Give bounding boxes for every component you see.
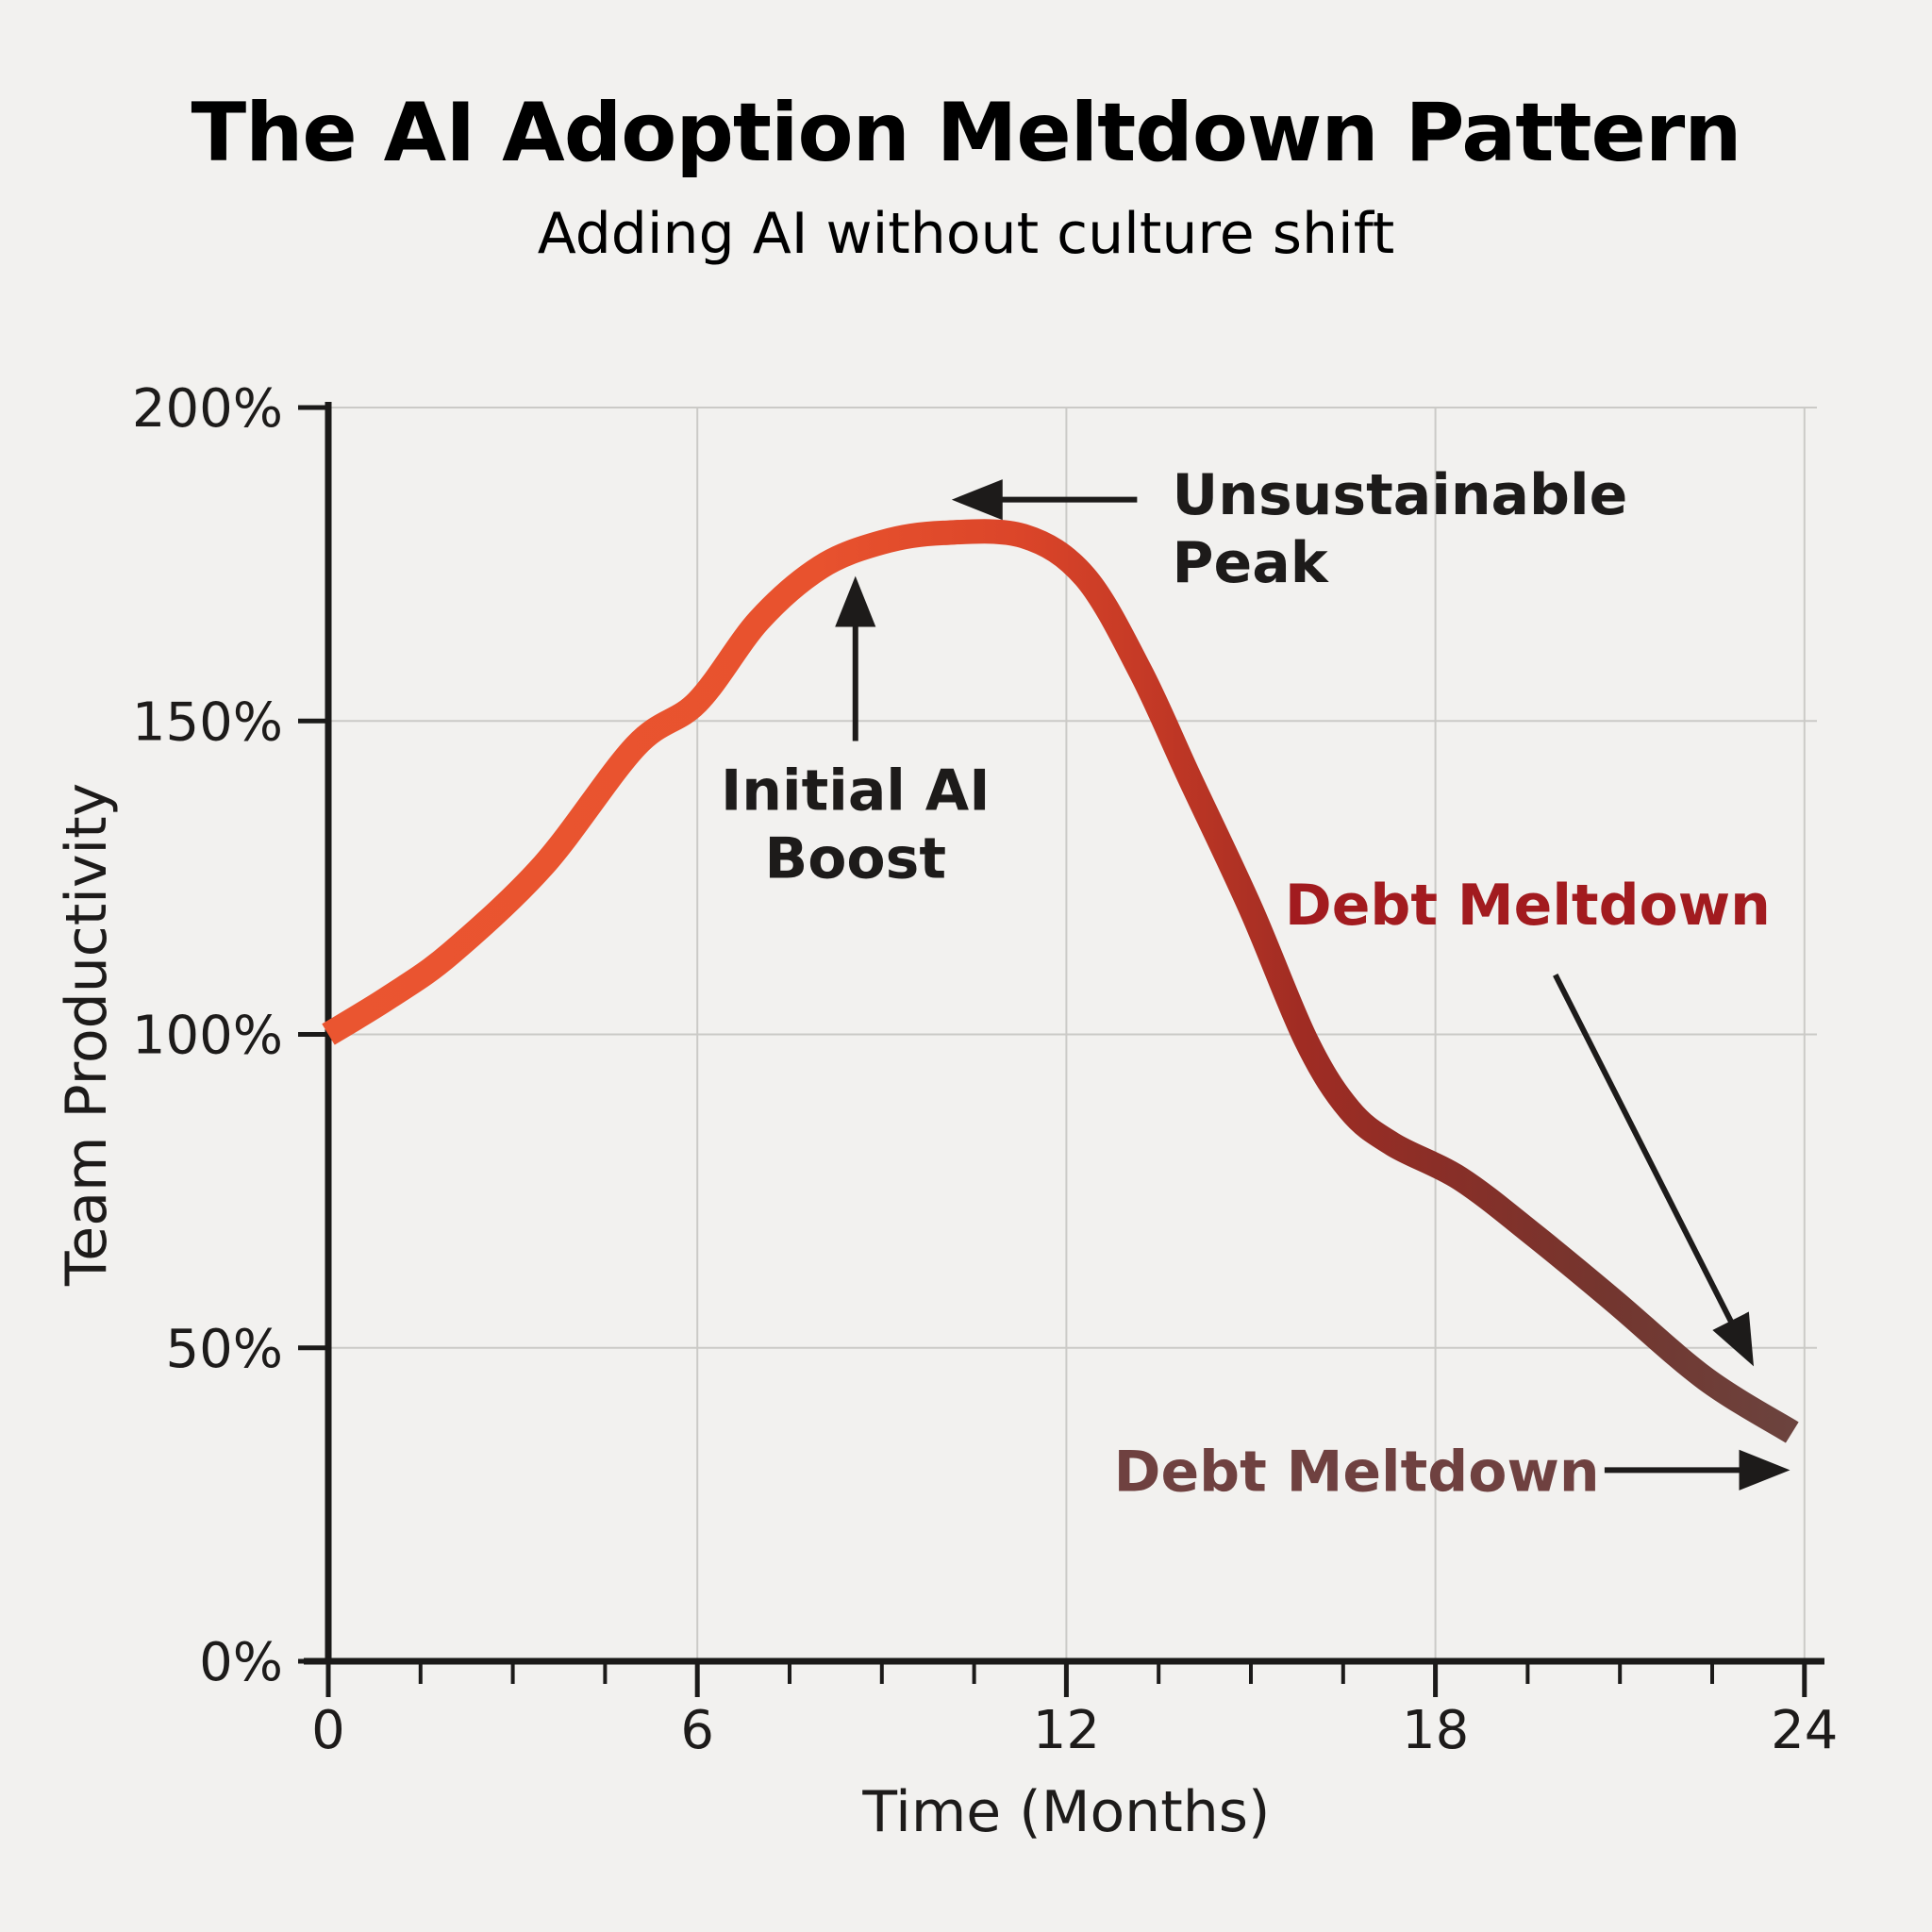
x-tick-label-24: 24 — [1771, 1700, 1838, 1761]
ticks — [298, 405, 1807, 1697]
y-tick-label-50: 50% — [166, 1319, 283, 1380]
x-tick-label-0: 0 — [311, 1700, 345, 1761]
x-tick-label-6: 6 — [680, 1700, 714, 1761]
debt-meltdown-label-lower: Debt Meltdown — [1114, 1439, 1600, 1505]
x-axis-label: Time (Months) — [861, 1779, 1270, 1845]
productivity-curve — [322, 519, 1799, 1443]
chart-title: The AI Adoption Meltdown Pattern — [191, 86, 1742, 180]
x-tick-label-12: 12 — [1033, 1700, 1100, 1761]
gridlines — [328, 407, 1817, 1661]
unsustainable-peak: Unsustainable Peak — [1173, 462, 1628, 596]
y-tick-label-200: 200% — [132, 378, 283, 440]
chart-subtitle: Adding AI without culture shift — [537, 200, 1395, 267]
chart-header: The AI Adoption Meltdown Pattern Adding … — [0, 87, 1932, 267]
debt-meltdown-label-upper: Debt Meltdown — [1285, 873, 1771, 939]
y-axis-label: Team Productivity — [54, 783, 120, 1287]
debt-meltdown-label-upper-arrow — [1553, 974, 1755, 1367]
tick-labels: 0% 50% 100% 150% 200% 0 6 12 18 24 — [132, 378, 1839, 1761]
x-tick-label-18: 18 — [1402, 1700, 1469, 1761]
y-tick-label-100: 100% — [132, 1006, 283, 1067]
y-tick-label-150: 150% — [132, 691, 283, 753]
initial-ai-boost: Initial AI Boost — [721, 758, 991, 892]
y-tick-label-0: 0% — [199, 1632, 283, 1693]
